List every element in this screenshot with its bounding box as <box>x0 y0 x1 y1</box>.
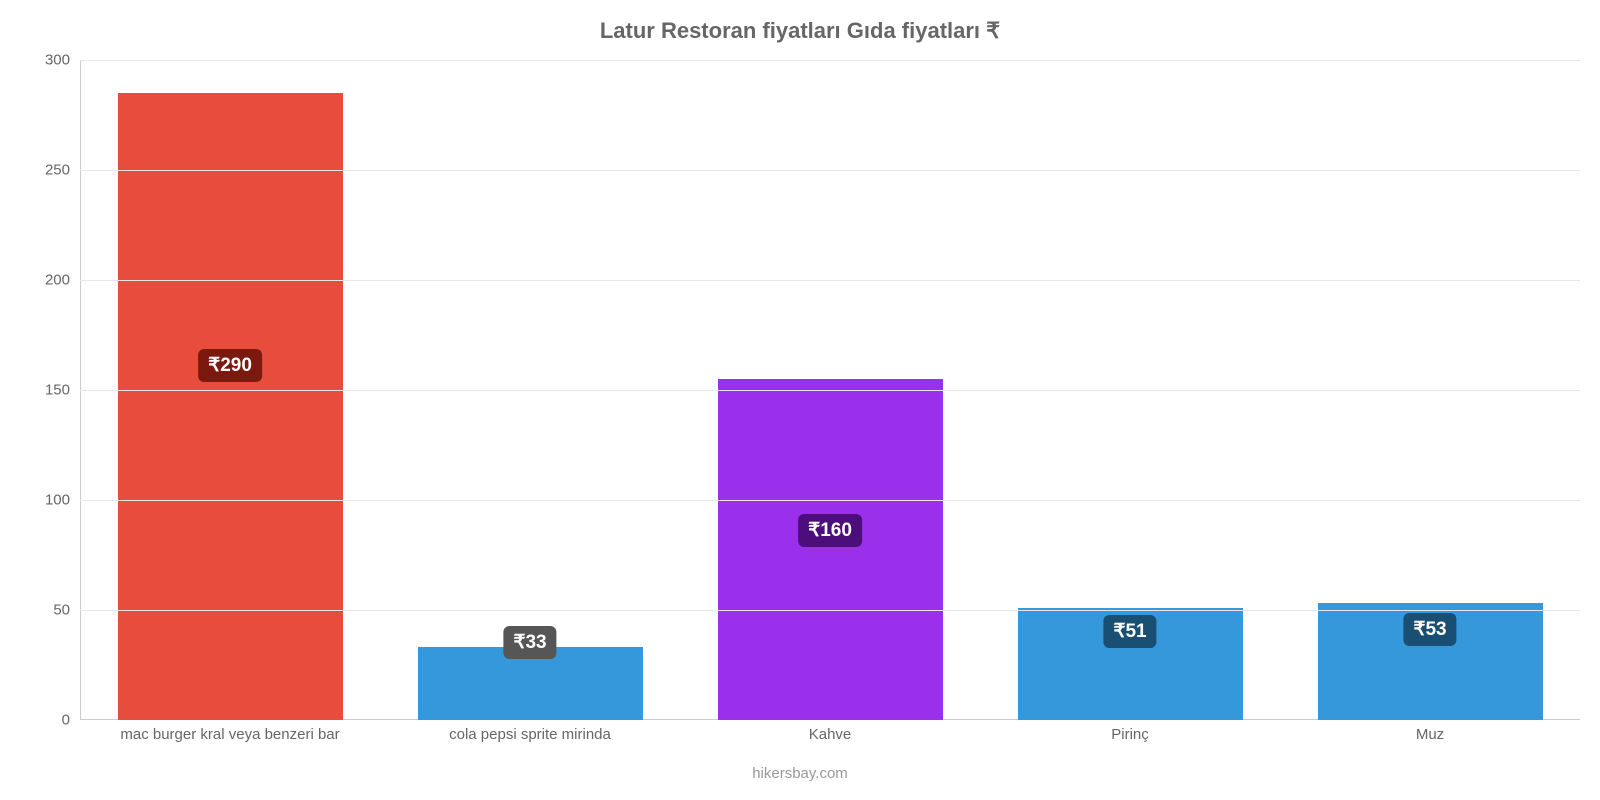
x-axis-label: Pirinç <box>1111 726 1149 743</box>
y-tick-label: 50 <box>10 602 70 619</box>
bar: ₹33 <box>418 647 643 720</box>
chart-title: Latur Restoran fiyatları Gıda fiyatları … <box>0 18 1600 44</box>
grid-line <box>80 60 1580 61</box>
grid-line <box>80 170 1580 171</box>
bar-value-badge: ₹160 <box>798 514 862 547</box>
y-tick-label: 250 <box>10 162 70 179</box>
bar-value-badge: ₹51 <box>1103 615 1156 648</box>
y-tick-label: 300 <box>10 52 70 69</box>
bar-value-badge: ₹33 <box>503 626 556 659</box>
bar: ₹290 <box>118 93 343 720</box>
chart-container: Latur Restoran fiyatları Gıda fiyatları … <box>0 0 1600 800</box>
grid-line <box>80 390 1580 391</box>
x-axis-label: cola pepsi sprite mirinda <box>449 726 611 743</box>
bar: ₹51 <box>1018 608 1243 720</box>
y-tick-label: 100 <box>10 492 70 509</box>
y-tick-label: 150 <box>10 382 70 399</box>
bar: ₹160 <box>718 379 943 720</box>
y-tick-label: 0 <box>10 712 70 729</box>
chart-subtitle: hikersbay.com <box>0 765 1600 782</box>
grid-line <box>80 610 1580 611</box>
x-axis-labels: mac burger kral veya benzeri bar cola pep… <box>80 726 1580 756</box>
plot-area: ₹290 ₹33 ₹160 ₹51 ₹53 <box>80 60 1580 720</box>
grid-line <box>80 500 1580 501</box>
grid-line <box>80 280 1580 281</box>
x-axis-label: Muz <box>1416 726 1444 743</box>
x-axis-label: Kahve <box>809 726 852 743</box>
y-tick-label: 200 <box>10 272 70 289</box>
x-axis-label: mac burger kral veya benzeri bar <box>120 726 339 743</box>
bar: ₹53 <box>1318 603 1543 720</box>
bar-value-badge: ₹290 <box>198 349 262 382</box>
bar-value-badge: ₹53 <box>1403 613 1456 646</box>
